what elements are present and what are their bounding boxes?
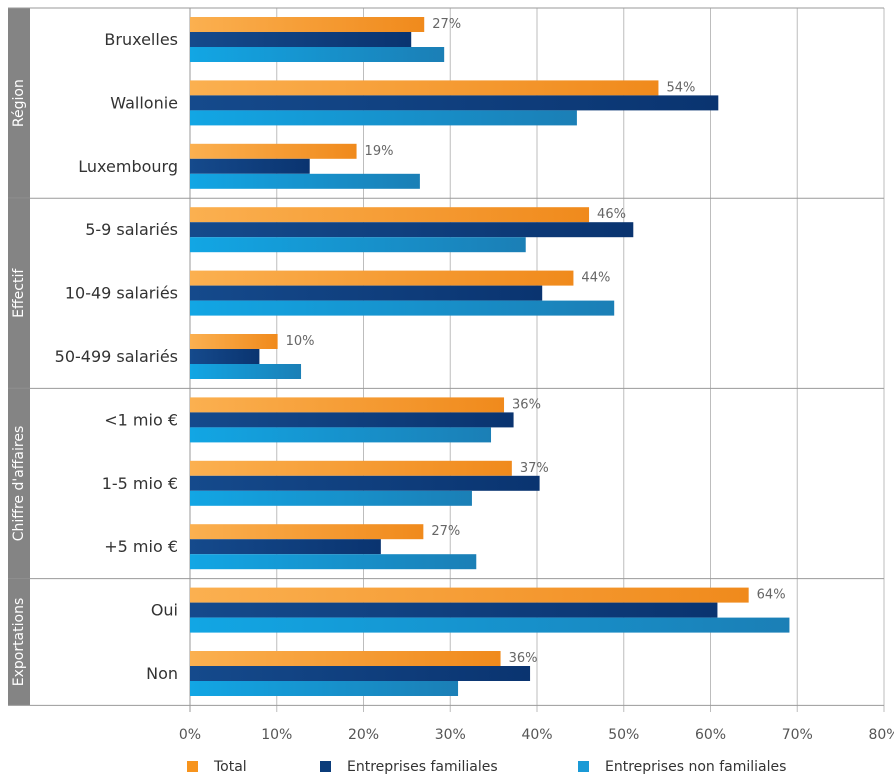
data-label: 10%: [286, 334, 315, 349]
bar-entreprises-familiales: [190, 666, 531, 681]
data-label: 36%: [509, 651, 538, 666]
bar-entreprises-familiales: [190, 349, 260, 364]
category-label: Non: [146, 664, 178, 683]
legend-label: Total: [213, 759, 247, 775]
category-label: 5-9 salariés: [85, 220, 178, 239]
bar-entreprises-non-familiales: [190, 300, 615, 316]
bar-entreprises-non-familiales: [190, 364, 302, 379]
x-tick-label: 30%: [435, 727, 466, 743]
group-band: [8, 578, 30, 706]
category-label: +5 mio €: [104, 537, 178, 556]
category-label: 1-5 mio €: [102, 474, 178, 493]
bar-total: [190, 270, 574, 286]
data-label: 36%: [512, 397, 541, 412]
category-label: Oui: [151, 601, 178, 620]
bar-total: [190, 460, 512, 476]
data-label: 19%: [365, 144, 394, 159]
bar-total: [190, 587, 749, 603]
bar-total: [190, 651, 501, 666]
group-label: Chiffre d'affaires: [11, 426, 27, 541]
bar-total: [190, 397, 505, 413]
group-label: Exportations: [11, 598, 27, 687]
data-label: 44%: [581, 271, 610, 286]
bar-total: [190, 143, 357, 159]
data-label: 54%: [666, 80, 695, 95]
data-label: 27%: [432, 17, 461, 32]
legend-swatch: [578, 761, 589, 772]
legend-swatch: [320, 761, 331, 772]
x-tick-label: 70%: [782, 727, 813, 743]
bar-entreprises-familiales: [190, 412, 514, 428]
bar-entreprises-non-familiales: [190, 490, 472, 506]
bar-total: [190, 334, 278, 349]
legend-swatch: [187, 761, 198, 772]
bar-entreprises-familiales: [190, 539, 381, 555]
group-label: Effectif: [11, 268, 27, 318]
bar-total: [190, 524, 424, 540]
x-tick-label: 80%: [868, 727, 894, 743]
bar-entreprises-non-familiales: [190, 237, 526, 253]
bars: [190, 17, 790, 696]
x-tick-label: 0%: [179, 727, 201, 743]
x-tick-label: 40%: [521, 727, 552, 743]
data-label: 64%: [757, 588, 786, 603]
group-band: [8, 8, 30, 199]
data-label: 37%: [520, 461, 549, 476]
category-label: <1 mio €: [104, 410, 178, 429]
bar-entreprises-non-familiales: [190, 427, 492, 443]
data-label: 27%: [431, 524, 460, 539]
category-label: 10-49 salariés: [65, 284, 178, 303]
bar-entreprises-non-familiales: [190, 173, 420, 189]
legend: Total Entreprises familiales Entreprises n…: [187, 759, 786, 775]
bar-entreprises-non-familiales: [190, 110, 577, 126]
group-panels: [8, 7, 884, 706]
legend-label: Entreprises non familiales: [605, 759, 786, 775]
group-label: Région: [11, 79, 27, 127]
bar-entreprises-familiales: [190, 285, 543, 301]
group-band: [8, 388, 30, 579]
bar-total: [190, 80, 659, 96]
legend-label: Entreprises familiales: [347, 759, 498, 775]
data-label: 46%: [597, 207, 626, 222]
x-tick-label: 50%: [608, 727, 639, 743]
bar-entreprises-familiales: [190, 32, 412, 47]
bar-entreprises-familiales: [190, 158, 310, 174]
bar-entreprises-familiales: [190, 475, 540, 491]
category-label: Wallonie: [110, 93, 178, 112]
bar-entreprises-familiales: [190, 95, 719, 111]
bar-entreprises-non-familiales: [190, 47, 445, 62]
x-tick-label: 10%: [261, 727, 292, 743]
group-band: [8, 198, 30, 389]
bar-entreprises-non-familiales: [190, 554, 477, 570]
category-label: Bruxelles: [104, 30, 178, 49]
labels: 0% 10% 20% 30% 40% 50% 60% 70% 80% Région Bruxelle…: [11, 17, 894, 743]
bar-total: [190, 207, 590, 223]
bar-total: [190, 17, 425, 32]
category-label: Luxembourg: [78, 157, 178, 176]
bar-entreprises-non-familiales: [190, 617, 790, 633]
x-tick-label: 20%: [348, 727, 379, 743]
x-tick-label: 60%: [695, 727, 726, 743]
category-label: 50-499 salariés: [55, 347, 178, 366]
bar-entreprises-non-familiales: [190, 681, 459, 696]
bar-entreprises-familiales: [190, 222, 634, 238]
bar-entreprises-familiales: [190, 602, 718, 618]
